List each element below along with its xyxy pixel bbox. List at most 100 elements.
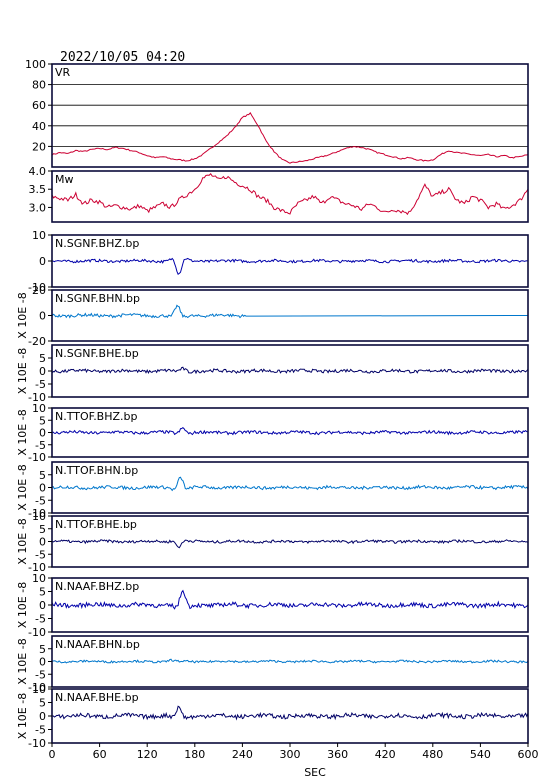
panel-1: 20 40 60 80 100 VR: [25, 58, 529, 168]
y-tick-label: 5: [39, 469, 46, 482]
y-tick-label: 80: [32, 79, 46, 92]
y-tick-label: 20: [32, 284, 46, 297]
y-tick-label: 0: [39, 599, 46, 612]
y-unit-label: X 10E -8: [16, 638, 29, 684]
trace-line: [51, 539, 529, 549]
x-tick-label: 360: [327, 748, 348, 761]
panel-4: -20 0 20 N.SGNF.BHN.bp X 10E -8: [16, 284, 529, 348]
panel-label: N.SGNF.BHN.bp: [55, 292, 140, 305]
y-tick-label: 40: [32, 120, 46, 133]
y-tick-label: 10: [32, 229, 46, 242]
x-tick-label: 480: [422, 748, 443, 761]
y-tick-label: 0: [39, 310, 46, 323]
trace-line: [51, 173, 529, 216]
y-tick-label: 60: [32, 99, 46, 112]
y-tick-label: 5: [39, 414, 46, 427]
y-tick-label: -5: [35, 668, 46, 681]
y-unit-label: X 10E -8: [16, 348, 29, 394]
trace-line: [51, 705, 529, 721]
panel-label: N.TTOF.BHZ.bp: [55, 410, 138, 423]
panel-label: VR: [55, 66, 71, 79]
record-datetime: 2022/10/05 04:20: [60, 50, 186, 65]
trace-line: [51, 257, 529, 275]
x-tick-label: 420: [375, 748, 396, 761]
panel-label: N.SGNF.BHZ.bp: [55, 237, 139, 250]
y-unit-label: X 10E -8: [16, 582, 29, 628]
x-tick-label: 600: [518, 748, 539, 761]
y-tick-label: -5: [35, 613, 46, 626]
y-tick-label: -10: [28, 281, 46, 294]
y-tick-label: -5: [35, 724, 46, 737]
panel-frame: [51, 170, 529, 223]
y-tick-label: 0: [39, 710, 46, 723]
trace-line: [51, 658, 529, 664]
x-tick-label: 180: [184, 748, 205, 761]
y-tick-label: 4.0: [29, 165, 47, 178]
trace-line: [51, 304, 529, 319]
y-tick-label: 10: [32, 683, 46, 696]
x-tick-label: 120: [137, 748, 158, 761]
y-tick-label: -10: [28, 737, 46, 750]
trace-line: [51, 476, 529, 492]
y-tick-label: 5: [39, 643, 46, 656]
x-tick-label: 0: [49, 748, 56, 761]
y-tick-label: -5: [35, 494, 46, 507]
y-tick-label: -5: [35, 548, 46, 561]
y-tick-label: 10: [32, 572, 46, 585]
y-tick-label: 10: [32, 402, 46, 415]
y-tick-label: -10: [28, 507, 46, 520]
panel-5: -10-505 N.SGNF.BHE.bp X 10E -8: [16, 344, 529, 404]
y-tick-label: -5: [35, 378, 46, 391]
trace-line: [51, 366, 529, 375]
y-tick-label: 100: [25, 58, 46, 71]
y-tick-label: -10: [28, 451, 46, 464]
x-axis-label: SEC: [304, 766, 326, 779]
y-unit-label: X 10E -8: [16, 292, 29, 338]
y-tick-label: 3.5: [29, 183, 47, 196]
y-tick-label: 0: [39, 255, 46, 268]
panel-label: N.NAAF.BHZ.bp: [55, 580, 139, 593]
trace-line: [51, 112, 529, 164]
y-tick-label: 5: [39, 697, 46, 710]
y-tick-label: -10: [28, 681, 46, 694]
panel-7: -10-505 N.TTOF.BHN.bp X 10E -8: [16, 461, 529, 520]
panel-10: -10-505 N.NAAF.BHN.bp X 10E -8: [16, 635, 529, 694]
y-tick-label: 5: [39, 352, 46, 365]
panel-frame: [51, 63, 529, 168]
y-unit-label: X 10E -8: [16, 693, 29, 739]
y-tick-label: 10: [32, 510, 46, 523]
y-tick-label: 20: [32, 140, 46, 153]
panel-3: -10 0 10 N.SGNF.BHZ.bp: [28, 229, 529, 294]
x-tick-label: 540: [470, 748, 491, 761]
panel-label: N.TTOF.BHN.bp: [55, 464, 138, 477]
y-tick-label: -5: [35, 439, 46, 452]
panel-label: N.NAAF.BHN.bp: [55, 638, 140, 651]
y-unit-label: X 10E -8: [16, 518, 29, 564]
y-tick-label: -10: [28, 561, 46, 574]
y-tick-label: 5: [39, 586, 46, 599]
x-tick-label: 240: [232, 748, 253, 761]
y-tick-label: 0: [39, 365, 46, 378]
y-unit-label: X 10E -8: [16, 409, 29, 455]
y-tick-label: 0: [39, 656, 46, 669]
panel-2: 3.0 3.5 4.0 Mw: [29, 165, 529, 223]
panel-label: Mw: [55, 173, 74, 186]
panel-label: N.NAAF.BHE.bp: [55, 691, 139, 704]
trace-line: [51, 426, 529, 436]
y-unit-label: X 10E -8: [16, 464, 29, 510]
y-tick-label: 5: [39, 523, 46, 536]
x-tick-label: 60: [93, 748, 107, 761]
trace-line: [51, 589, 529, 610]
y-tick-label: -10: [28, 626, 46, 639]
x-tick-label: 300: [280, 748, 301, 761]
y-tick-label: 0: [39, 536, 46, 549]
y-tick-label: -20: [28, 335, 46, 348]
panel-label: N.TTOF.BHE.bp: [55, 518, 137, 531]
y-tick-label: 0: [39, 427, 46, 440]
panel-label: N.SGNF.BHE.bp: [55, 347, 139, 360]
